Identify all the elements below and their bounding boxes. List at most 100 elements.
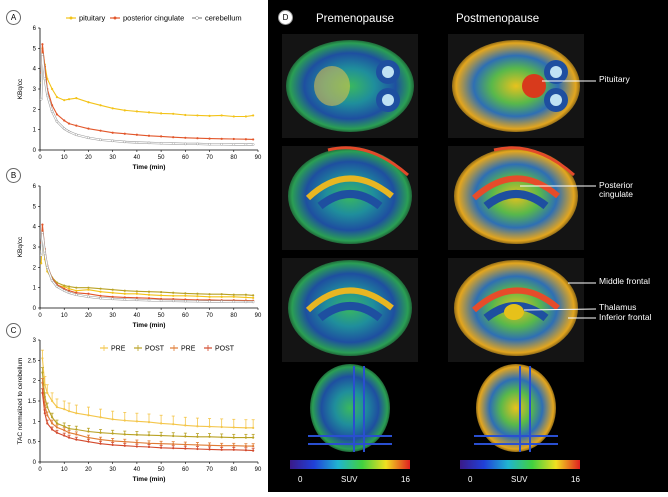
chart-b-series-3-line <box>40 232 254 303</box>
thalamus-pointer <box>523 308 597 311</box>
chart-a-y-tick-label: 3 <box>33 87 37 93</box>
chart-a-point <box>208 137 211 140</box>
chart-a-point <box>184 142 187 146</box>
chart-b-x-tick-label: 0 <box>38 313 42 319</box>
chart-a-x-tick-label: 40 <box>134 155 141 161</box>
chart-c-point <box>55 422 59 425</box>
chart-b-y-tick-label: 0 <box>33 306 37 312</box>
chart-a-point <box>244 138 247 141</box>
chart-c-x-tick-label: 40 <box>134 467 141 473</box>
chart-c-point <box>41 391 44 394</box>
chart-b-x-tick-label: 70 <box>206 313 213 319</box>
chart-b-point <box>172 297 175 301</box>
legend-label: posterior cingulate <box>123 14 184 23</box>
chart-b-point <box>172 294 175 297</box>
chart-a-point <box>196 142 199 146</box>
chart-a-x-tick-label: 90 <box>255 155 262 161</box>
chart-a-xlabel: Time (min) <box>133 164 166 171</box>
chart-c-point <box>232 444 235 447</box>
chart-c-point <box>51 428 54 431</box>
colorbar-min-left: 0 <box>298 475 303 484</box>
chart-c-y-tick-label: 1.5 <box>28 399 37 405</box>
chart-b-point <box>111 291 114 294</box>
chart-c-point <box>172 443 175 446</box>
chart-b-point <box>62 289 66 293</box>
chart-c-point <box>87 430 90 433</box>
chart-b-point <box>99 290 102 293</box>
chart-b-y-tick-label: 4 <box>33 225 37 231</box>
premenopause-title: Premenopause <box>316 13 394 25</box>
chart-c-point <box>196 447 199 451</box>
chart-a-x-tick-label: 80 <box>230 155 237 161</box>
chart-a-point <box>41 43 44 46</box>
chart-a-point <box>123 140 127 144</box>
chart-b-y-tick-label: 5 <box>33 204 37 210</box>
chart-b-point <box>147 293 151 296</box>
chart-b-point <box>220 295 223 298</box>
chart-b-point <box>208 293 211 296</box>
chart-c-point <box>75 438 78 441</box>
chart-a-y-tick-label: 0 <box>33 148 37 154</box>
chart-c-point <box>87 414 90 417</box>
chart-c-point <box>196 435 199 438</box>
chart-a-point <box>111 131 114 134</box>
chart-b-point <box>244 300 248 304</box>
chart-b-point <box>43 251 47 255</box>
chart-b-y-tick-label: 2 <box>33 265 37 271</box>
chart-c-point <box>67 427 71 430</box>
chart-c-point <box>99 438 102 441</box>
chart-c-point <box>55 426 59 429</box>
chart-a-point <box>159 141 163 145</box>
sagittal-premenopause-scan <box>282 146 418 250</box>
sagittal2-postmenopause-scan <box>448 258 584 362</box>
chart-c-x-tick-label: 20 <box>85 467 92 473</box>
chart-c-point <box>135 445 138 448</box>
chart-c-y-tick-label: 0.5 <box>28 440 37 446</box>
chart-b-point <box>99 287 102 290</box>
chart-c-point <box>252 449 255 452</box>
chart-c-point <box>252 426 255 429</box>
chart-c-y-tick-label: 2 <box>33 379 37 385</box>
chart-a-point <box>220 137 223 140</box>
chart-c-point <box>135 433 138 436</box>
chart-a-point <box>63 99 66 102</box>
panel-letter-a: A <box>6 10 21 25</box>
chart-c-point <box>147 445 151 449</box>
chart-b-point <box>244 293 247 296</box>
chart-c-point <box>184 424 187 427</box>
chart-b-point <box>184 292 187 295</box>
chart-c-point <box>111 432 114 435</box>
chart-b-point <box>196 299 199 303</box>
chart-a-y-tick-label: 6 <box>33 26 37 32</box>
chart-c-point <box>75 412 78 415</box>
chart-a-point <box>87 136 90 140</box>
chart-c-point <box>51 399 54 403</box>
chart-b-point <box>135 296 138 299</box>
chart-b-point <box>159 299 163 302</box>
chart-a-point <box>99 104 102 107</box>
chart-a-point <box>244 143 248 146</box>
chart-c-point <box>75 428 78 431</box>
chart-b-point <box>135 298 139 302</box>
chart-a-point <box>62 127 66 130</box>
chart-a-point <box>111 139 114 143</box>
chart-c-xlabel: Time (min) <box>133 476 166 483</box>
chart-b-point <box>55 285 59 288</box>
chart-b-point <box>160 291 163 294</box>
chart-c-point <box>63 434 66 437</box>
chart-c-point <box>220 425 223 429</box>
chart-a-point <box>67 130 71 133</box>
chart-c-point <box>160 442 163 445</box>
chart-c-point <box>41 381 44 384</box>
chart-a-x-tick-label: 60 <box>182 155 189 161</box>
chart-b-point <box>252 296 255 299</box>
chart-c-point <box>123 444 126 447</box>
chart-a-point <box>251 143 255 146</box>
chart-c-point <box>43 412 46 415</box>
chart-a-series-0-line <box>40 48 254 118</box>
chart-b-point <box>87 288 90 291</box>
legend-label: cerebellum <box>205 14 242 23</box>
postmenopause-title: Postmenopause <box>456 13 540 25</box>
chart-a-series-2-line <box>40 54 254 146</box>
